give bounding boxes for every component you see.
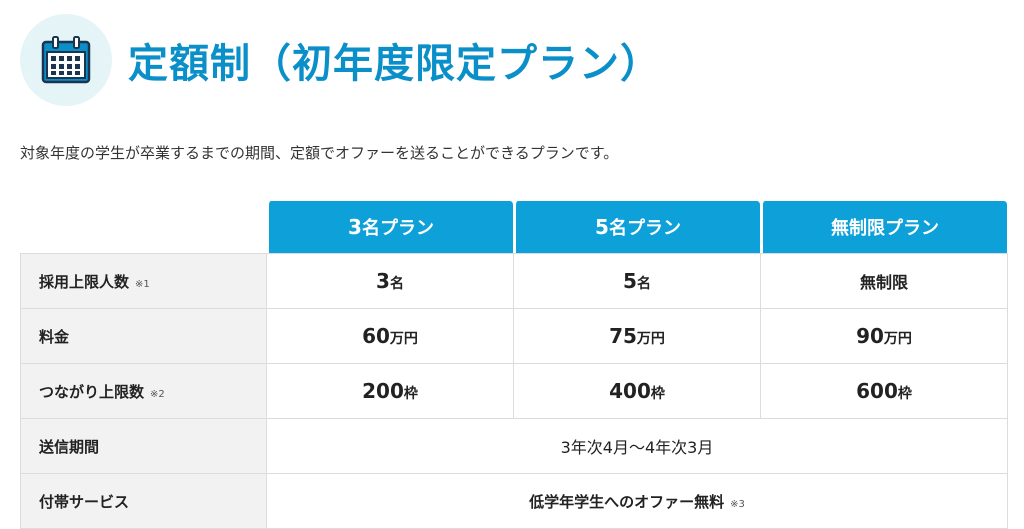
hire-limit-unlimited-text: 無制限 xyxy=(859,273,908,292)
table-row-extra-service: 付帯サービス 低学年学生へのオファー無料 ※3 xyxy=(20,474,1008,529)
plan-header-unlimited: 無制限プラン xyxy=(761,201,1008,253)
row-label-extra-service: 付帯サービス xyxy=(20,474,267,529)
hire-limit-plan-3: 3名 xyxy=(267,253,514,309)
plan-header-3: 3名プラン xyxy=(267,201,514,253)
price-plan-5: 75万円 xyxy=(514,309,761,364)
page-header: 定額制（初年度限定プラン） xyxy=(20,14,661,106)
extra-service-text: 低学年学生へのオファー無料 xyxy=(529,492,725,511)
page-title: 定額制（初年度限定プラン） xyxy=(128,41,661,87)
plan-header-5: 5名プラン xyxy=(514,201,761,253)
header-blank-cell xyxy=(20,201,267,253)
row-label-send-period: 送信期間 xyxy=(20,419,267,474)
connection-3-unit: 枠 xyxy=(403,386,418,402)
send-period-value: 3年次4月〜4年次3月 xyxy=(267,419,1008,474)
plan-5-number: 5 xyxy=(595,215,609,239)
connection-5-num: 400 xyxy=(609,379,651,403)
price-5-unit: 万円 xyxy=(636,331,665,347)
hire-limit-3-num: 3 xyxy=(376,269,390,293)
plan-comparison-table: 3名プラン 5名プラン 無制限プラン 採用上限人数 ※1 3名 5名 無制限 料金… xyxy=(20,201,1008,529)
price-unlimited-num: 90 xyxy=(856,324,884,348)
plan-3-number: 3 xyxy=(348,215,362,239)
plan-unlimited-label: 無制限プラン xyxy=(831,218,939,239)
price-plan-3: 60万円 xyxy=(267,309,514,364)
connection-unlimited-num: 600 xyxy=(856,379,898,403)
connection-plan-5: 400枠 xyxy=(514,364,761,419)
price-3-num: 60 xyxy=(362,324,390,348)
footnote-mark-2: ※2 xyxy=(150,388,165,400)
connection-5-unit: 枠 xyxy=(650,386,665,402)
hire-limit-plan-unlimited: 無制限 xyxy=(761,253,1008,309)
footnote-mark-3: ※3 xyxy=(730,498,745,510)
calendar-icon xyxy=(41,36,91,84)
plan-5-label: 名プラン xyxy=(608,218,681,239)
hire-limit-5-num: 5 xyxy=(623,269,637,293)
plan-description: 対象年度の学生が卒業するまでの期間、定額でオファーを送ることができるプランです。 xyxy=(20,144,619,162)
price-5-num: 75 xyxy=(609,324,637,348)
table-row-connection-limit: つながり上限数 ※2 200枠 400枠 600枠 xyxy=(20,364,1008,419)
table-row-hire-limit: 採用上限人数 ※1 3名 5名 無制限 xyxy=(20,253,1008,309)
connection-unlimited-unit: 枠 xyxy=(897,386,912,402)
price-unlimited-unit: 万円 xyxy=(883,331,912,347)
table-row-send-period: 送信期間 3年次4月〜4年次3月 xyxy=(20,419,1008,474)
footnote-mark-1: ※1 xyxy=(135,278,150,290)
hire-limit-label: 採用上限人数 xyxy=(39,272,130,291)
calendar-icon-badge xyxy=(20,14,112,106)
connection-limit-label: つながり上限数 xyxy=(39,382,145,401)
plan-header-row: 3名プラン 5名プラン 無制限プラン xyxy=(20,201,1008,253)
connection-plan-3: 200枠 xyxy=(267,364,514,419)
row-label-connection-limit: つながり上限数 ※2 xyxy=(20,364,267,419)
connection-3-num: 200 xyxy=(362,379,404,403)
hire-limit-3-unit: 名 xyxy=(389,276,404,292)
plan-3-label: 名プラン xyxy=(361,218,434,239)
row-label-price: 料金 xyxy=(20,309,267,364)
row-label-hire-limit: 採用上限人数 ※1 xyxy=(20,253,267,309)
hire-limit-5-unit: 名 xyxy=(636,276,651,292)
hire-limit-plan-5: 5名 xyxy=(514,253,761,309)
price-plan-unlimited: 90万円 xyxy=(761,309,1008,364)
price-3-unit: 万円 xyxy=(389,331,418,347)
connection-plan-unlimited: 600枠 xyxy=(761,364,1008,419)
extra-service-value: 低学年学生へのオファー無料 ※3 xyxy=(267,474,1008,529)
table-row-price: 料金 60万円 75万円 90万円 xyxy=(20,309,1008,364)
